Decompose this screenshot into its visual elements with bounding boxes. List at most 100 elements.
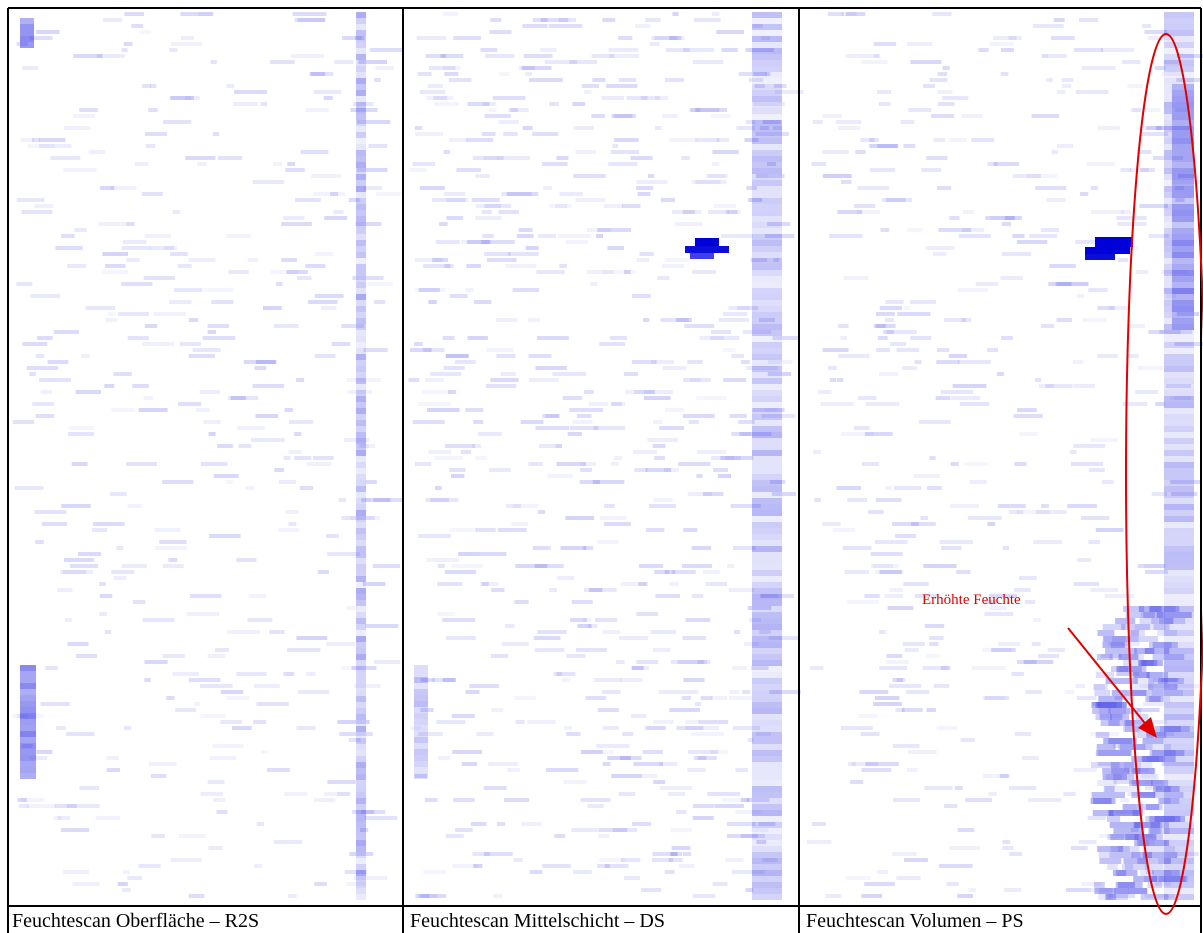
scan-cell [105, 630, 111, 634]
scan-cell [253, 384, 285, 388]
scan-cell [752, 402, 782, 408]
scan-cell [569, 408, 603, 412]
scan-cell [1103, 624, 1126, 630]
scan-cell [415, 126, 422, 130]
scan-cell [882, 198, 912, 202]
scan-cell [1172, 228, 1194, 234]
scan-cell [163, 654, 185, 658]
scan-cell [189, 354, 215, 358]
scan-cell [893, 678, 903, 682]
scan-cell [692, 270, 716, 274]
scan-cell [697, 450, 726, 454]
scan-cell [631, 666, 649, 670]
scan-cell [135, 162, 148, 166]
scan-cell [539, 444, 562, 448]
scan-cell [902, 708, 923, 712]
scan-cell [189, 678, 221, 682]
scan-cell [185, 156, 215, 160]
scan-cell [949, 354, 967, 358]
scan-cell [356, 12, 366, 18]
scan-cell [574, 126, 594, 130]
scan-cell [346, 606, 357, 610]
scan-cell [1172, 144, 1194, 150]
scan-cell [653, 498, 673, 502]
scan-cell [444, 72, 458, 76]
scan-cell [752, 792, 782, 798]
scan-cell [752, 306, 782, 312]
scan-cell [356, 168, 366, 174]
scan-cell [639, 252, 653, 256]
scan-cell [1145, 816, 1174, 822]
scan-cell [525, 72, 532, 76]
scan-cell [1029, 234, 1057, 238]
scan-cell [296, 726, 315, 730]
annotation: Erhöhte Feuchte [922, 592, 1021, 608]
scan-cell [20, 761, 36, 767]
scan-cell [15, 486, 44, 490]
scan-cell [356, 762, 366, 768]
scan-cell [228, 270, 249, 274]
scan-cell [731, 354, 744, 358]
scan-cell [414, 719, 428, 725]
scan-cell [218, 156, 242, 160]
scan-cell [840, 336, 847, 340]
scan-cell [611, 402, 626, 406]
scan-cell [854, 204, 875, 208]
scan-cell [289, 420, 313, 424]
scan-cell [614, 114, 632, 118]
scan-cell [703, 570, 720, 574]
scan-cell [1094, 888, 1129, 894]
scan-cell [1124, 762, 1153, 768]
scan-cell [420, 90, 446, 94]
scan-cell [1079, 18, 1098, 22]
scan-cell [1172, 180, 1194, 186]
scan-cell [39, 378, 71, 382]
scan-cell [845, 570, 870, 574]
scan-cell [634, 468, 647, 472]
scan-cell [885, 300, 903, 304]
scan-cell [752, 336, 782, 342]
scan-cell [281, 222, 312, 226]
scan-cell [1108, 738, 1132, 744]
scan-cell [356, 96, 366, 102]
scan-cell [653, 780, 665, 784]
scan-cell [736, 768, 749, 772]
scan-cell [752, 396, 782, 402]
scan-cell [638, 192, 651, 196]
scan-cell [122, 48, 128, 52]
scan-cell [513, 504, 539, 508]
scan-cell [444, 366, 465, 370]
scan-cell [602, 18, 615, 22]
scan-cell [497, 354, 516, 358]
scan-cell [752, 630, 782, 636]
scan-cell [446, 216, 463, 220]
scan-cell [434, 456, 463, 460]
scan-cell [752, 642, 782, 648]
scan-cell [616, 660, 625, 664]
scan-cell [599, 342, 625, 346]
scan-cell [356, 678, 366, 684]
scan-cell [423, 870, 446, 874]
scan-cell [1134, 672, 1162, 678]
scan-cell [665, 258, 689, 262]
scan-cell [211, 60, 217, 64]
scan-cell [885, 318, 894, 322]
scan-cell [76, 390, 101, 394]
scan-cell [1115, 618, 1135, 624]
scan-cell [889, 684, 921, 688]
scan-cell [478, 432, 502, 436]
scan-cell [256, 702, 288, 706]
scan-cell [315, 252, 334, 256]
scan-cell [752, 594, 782, 600]
scan-cell [413, 420, 445, 424]
scan-cell [1164, 462, 1194, 468]
scan-cell [752, 570, 782, 576]
scan-cell [20, 695, 36, 701]
scan-cell [693, 894, 716, 898]
scan-cell [838, 210, 863, 214]
scan-cell [752, 162, 782, 168]
scan-cell [1164, 894, 1194, 900]
scan-cell [1074, 582, 1099, 586]
scan-cell [693, 60, 724, 64]
scan-cell [1013, 174, 1041, 178]
